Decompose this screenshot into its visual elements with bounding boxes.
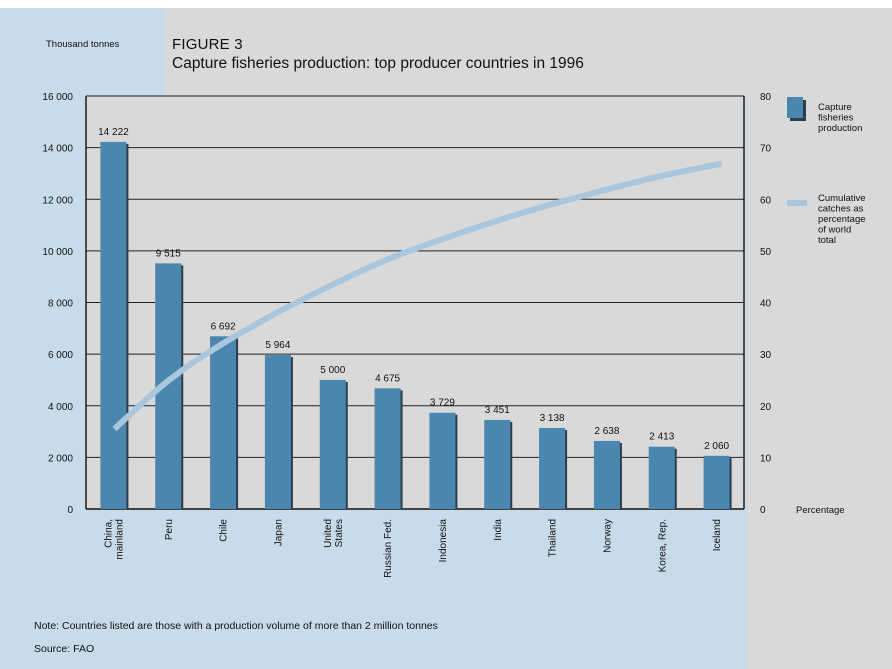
bar-value-label: 14 222 — [98, 127, 129, 138]
figure-label: FIGURE 3 — [172, 36, 243, 53]
bar-value-label: 6 692 — [211, 321, 236, 332]
chart-note: Note: Countries listed are those with a … — [34, 620, 438, 632]
bar — [593, 440, 620, 509]
bar-value-label: 2 060 — [704, 441, 729, 452]
y-left-tick-label: 6 000 — [48, 350, 73, 361]
cumulative-line — [112, 160, 723, 432]
x-tick-label: UnitedStates — [323, 519, 345, 548]
x-tick-label: China,mainland — [103, 519, 125, 560]
y-right-tick-label: 40 — [760, 299, 772, 310]
chart-title: Capture fisheries production: top produc… — [172, 55, 584, 72]
x-tick-label: Chile — [219, 519, 230, 542]
x-tick-label: Norway — [602, 519, 613, 553]
y-right-unit-label: Percentage — [796, 505, 845, 516]
x-tick-label: India — [493, 519, 504, 541]
bar — [100, 141, 127, 509]
bar-value-label: 4 675 — [375, 373, 400, 384]
bar — [484, 419, 511, 509]
x-tick-label: Korea, Rep. — [657, 519, 668, 572]
chart-source: Source: FAO — [34, 643, 95, 655]
x-tick-label: Russian Fed. — [383, 519, 394, 578]
y-left-tick-label: 8 000 — [48, 299, 73, 310]
legend-line-label: Cumulative catches as percentage of world to… — [818, 193, 866, 246]
y-left-tick-label: 2 000 — [48, 453, 73, 464]
bar-value-label: 2 413 — [649, 432, 674, 443]
y-left-tick-label: 10 000 — [42, 247, 73, 258]
y-left-tick-label: 12 000 — [42, 195, 73, 206]
legend-bar-label: Capture fisheries production — [818, 102, 862, 134]
bar — [539, 428, 566, 509]
y-left-unit-label: Thousand tonnes — [46, 39, 120, 50]
x-tick-label: Japan — [273, 519, 284, 546]
bar — [648, 446, 675, 509]
y-left-tick-label: 0 — [67, 505, 73, 516]
x-tick-label: Indonesia — [438, 519, 449, 563]
top-strip — [0, 0, 892, 8]
bar-value-label: 3 451 — [485, 405, 510, 416]
bar-value-label: 5 964 — [265, 340, 290, 351]
bar-value-label: 2 638 — [594, 426, 619, 437]
bar — [264, 355, 291, 509]
bar-value-label: 9 515 — [156, 248, 181, 259]
bar-value-label: 5 000 — [320, 365, 345, 376]
bar-value-label: 3 729 — [430, 398, 455, 409]
legend-bar-swatch — [787, 97, 803, 118]
x-tick-label: Thailand — [548, 519, 559, 557]
legend-line-swatch — [787, 200, 807, 206]
y-right-tick-label: 50 — [760, 247, 772, 258]
y-right-tick-label: 10 — [760, 453, 772, 464]
y-right-tick-label: 20 — [760, 402, 772, 413]
x-tick-label: Iceland — [712, 519, 723, 551]
y-right-tick-label: 30 — [760, 350, 772, 361]
bar-value-label: 3 138 — [540, 413, 565, 424]
bar — [429, 412, 456, 509]
y-left-tick-label: 16 000 — [42, 92, 73, 103]
x-tick-label: Peru — [164, 519, 175, 540]
bar — [703, 455, 730, 509]
y-right-tick-label: 0 — [760, 505, 766, 516]
right-panel — [747, 0, 892, 669]
bar — [210, 336, 237, 509]
y-right-tick-label: 80 — [760, 92, 772, 103]
header-background — [165, 0, 747, 100]
y-left-tick-label: 14 000 — [42, 144, 73, 155]
y-left-tick-label: 4 000 — [48, 402, 73, 413]
y-right-tick-label: 70 — [760, 144, 772, 155]
y-right-tick-label: 60 — [760, 195, 772, 206]
bar — [319, 379, 346, 509]
bar — [374, 388, 401, 509]
